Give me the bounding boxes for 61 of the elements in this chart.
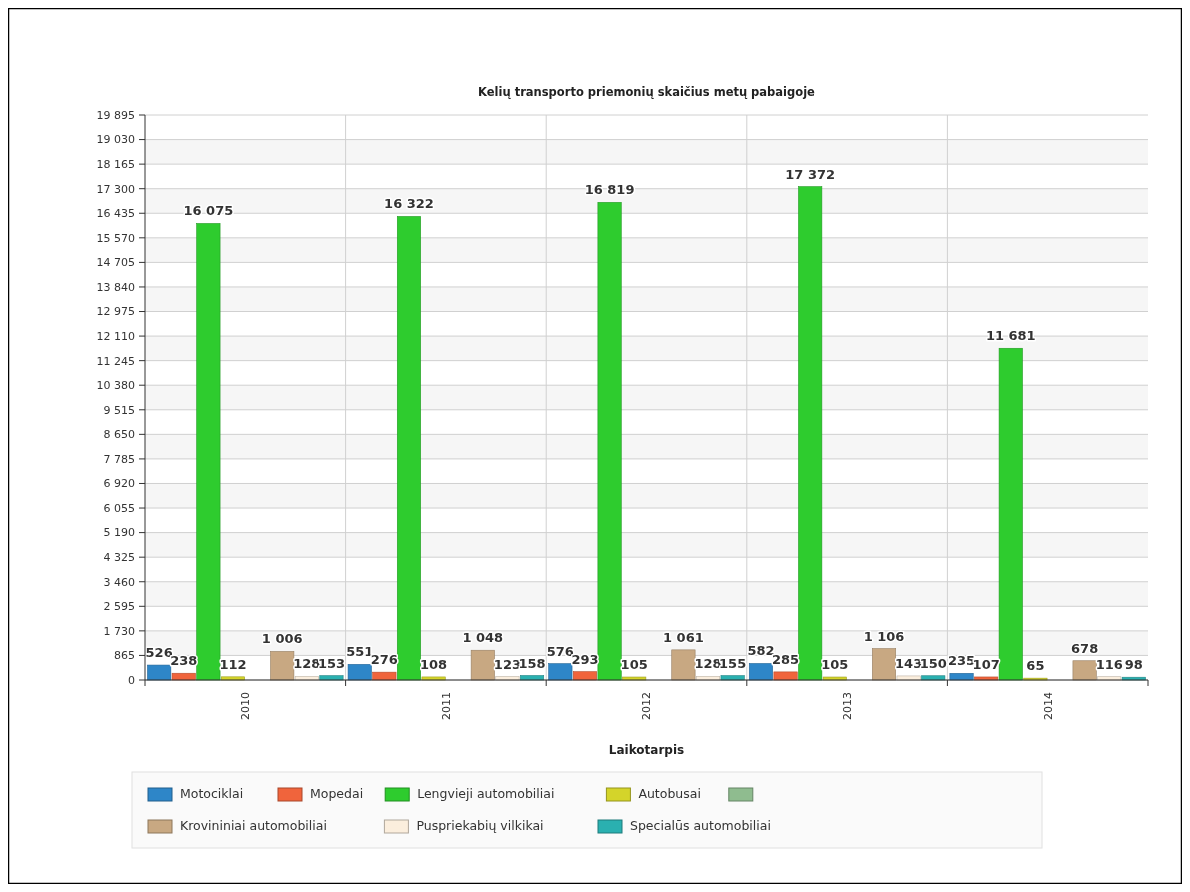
- data-label: 108: [420, 656, 448, 672]
- x-tick-label: 2011: [439, 692, 453, 720]
- data-label: 128: [293, 656, 321, 672]
- data-label: 11 681: [985, 328, 1036, 344]
- x-tick-label: 2014: [1041, 692, 1055, 720]
- legend-label: Puspriekabių vilkikai: [416, 818, 544, 834]
- x-axis-title: Laikotarpis: [608, 743, 685, 757]
- y-tick-label: 3 460: [103, 575, 135, 589]
- y-tick-label: 2 595: [103, 600, 135, 614]
- y-tick-label: 865: [114, 649, 135, 663]
- data-label: 155: [719, 655, 747, 671]
- legend-label: Specialūs automobiliai: [630, 818, 771, 834]
- y-tick-label: 16 435: [96, 207, 135, 221]
- data-label: 1 061: [663, 629, 704, 645]
- y-tick-label: 19 895: [96, 108, 135, 122]
- y-tick-label: 6 055: [103, 501, 135, 515]
- data-label: 276: [370, 652, 398, 668]
- y-tick-label: 5 190: [103, 526, 135, 540]
- y-tick-label: 15 570: [96, 231, 135, 245]
- legend-label: Lengvieji automobiliai: [417, 786, 555, 802]
- x-tick-label: 2010: [239, 692, 253, 720]
- y-tick-label: 18 165: [96, 157, 135, 171]
- data-label: 116: [1095, 656, 1123, 672]
- y-tick-label: 13 840: [96, 280, 135, 294]
- y-tick-label: 4 325: [103, 551, 135, 565]
- data-label: 285: [772, 651, 800, 667]
- chart-title: Kelių transporto priemonių skaičius metų pabaigoje: [478, 85, 816, 99]
- legend-label: Autobusai: [638, 786, 701, 802]
- data-label: 128: [694, 656, 722, 672]
- y-tick-label: 8 650: [103, 428, 135, 442]
- data-label: 65: [1026, 658, 1045, 674]
- legend-label: Mopedai: [310, 786, 364, 802]
- data-label: 16 819: [584, 182, 635, 198]
- y-tick-label: 1 730: [103, 624, 135, 638]
- data-label: 1 048: [462, 630, 504, 646]
- y-tick-label: 9 515: [103, 403, 135, 417]
- data-label: 98: [1124, 657, 1143, 673]
- y-tick-label: 6 920: [103, 477, 135, 491]
- data-label: 105: [821, 657, 849, 673]
- data-label: 123: [493, 656, 521, 672]
- data-label: 1 006: [261, 631, 303, 647]
- y-tick-label: 11 245: [96, 354, 135, 368]
- data-label: 17 372: [785, 166, 836, 182]
- y-tick-label: 19 030: [96, 133, 135, 147]
- data-label: 1 106: [863, 628, 905, 644]
- data-label: 16 075: [183, 203, 234, 219]
- y-tick-label: 12 975: [96, 305, 135, 319]
- x-tick-label: 2012: [640, 692, 654, 720]
- y-tick-label: 17 300: [96, 182, 135, 196]
- y-tick-label: 7 785: [103, 452, 135, 466]
- data-label: 678: [1071, 640, 1099, 656]
- x-tick-label: 2013: [840, 692, 854, 720]
- legend-label: Krovininiai automobiliai: [180, 818, 327, 834]
- y-tick-label: 10 380: [96, 379, 135, 393]
- data-label: 112: [219, 656, 247, 672]
- legend-label: Motociklai: [180, 786, 244, 802]
- y-tick-label: 0: [128, 673, 135, 687]
- data-label: 16 322: [384, 196, 434, 212]
- data-label: 105: [620, 657, 648, 673]
- y-tick-label: 12 110: [96, 329, 135, 343]
- y-tick-label: 14 705: [96, 256, 135, 270]
